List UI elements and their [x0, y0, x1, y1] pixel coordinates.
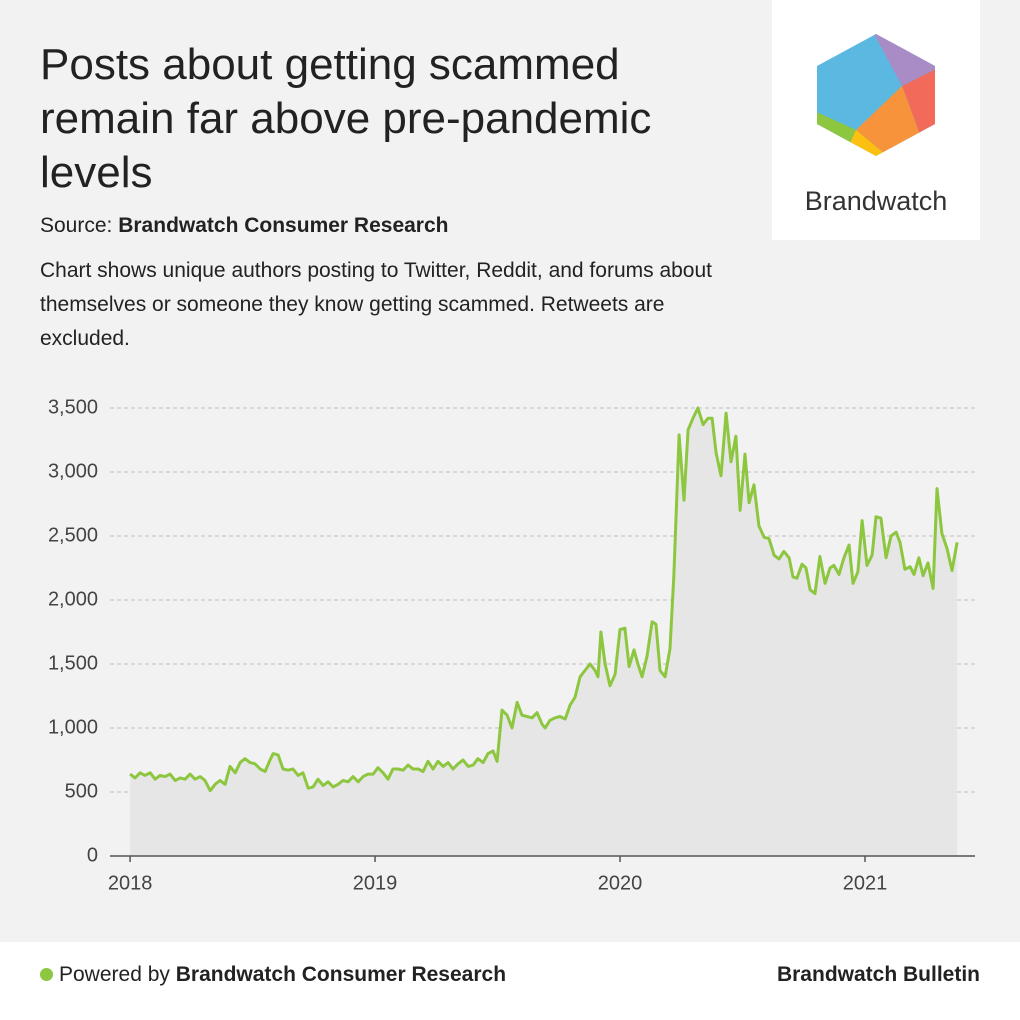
y-tick-label: 2,000	[48, 588, 98, 610]
area-fill	[130, 408, 958, 856]
y-tick-label: 500	[65, 780, 98, 802]
x-tick-label: 2019	[353, 872, 398, 894]
chart: 0 500 1,000 1,500 2,000 2,500 3,000 3,500 2018 20…	[48, 396, 975, 894]
y-tick-label: 1,000	[48, 716, 98, 738]
title: Posts about getting scammed remain far a…	[40, 40, 652, 197]
description: Chart shows unique authors posting to Tw…	[40, 259, 712, 350]
logo: Brandwatch	[772, 0, 980, 240]
powered-label: Powered by	[59, 963, 170, 986]
logo-text: Brandwatch	[804, 186, 948, 216]
footer-dot	[40, 968, 53, 981]
logo-icon	[817, 34, 935, 156]
y-tick-label: 3,000	[48, 460, 98, 482]
footer-brand: Brandwatch Bulletin	[776, 963, 980, 986]
footer	[0, 942, 1020, 1020]
y-tick-label: 2,500	[48, 524, 98, 546]
y-tick-label: 1,500	[48, 652, 98, 674]
x-tick-label: 2020	[598, 872, 643, 894]
source: Source: Brandwatch Consumer Research	[40, 214, 449, 238]
powered-name: Brandwatch Consumer Research	[175, 963, 507, 986]
source-label: Source:	[40, 214, 113, 237]
x-tick-label: 2018	[108, 872, 153, 894]
x-tick-label: 2021	[843, 872, 888, 894]
data-line	[129, 406, 959, 793]
powered-by: Powered by Brandwatch Consumer Research	[40, 963, 506, 987]
y-tick-label: 0	[87, 844, 98, 866]
y-tick-label: 3,500	[48, 396, 98, 418]
source-name: Brandwatch Consumer Research	[118, 214, 449, 237]
